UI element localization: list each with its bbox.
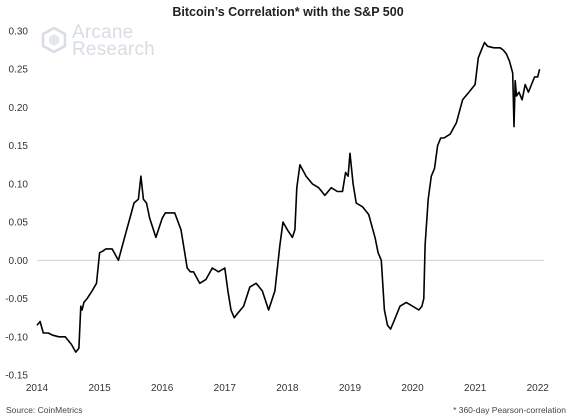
x-tick-label: 2019 — [339, 383, 362, 394]
y-tick-label: -0.05 — [5, 294, 28, 305]
source-note: Source: CoinMetrics — [6, 405, 83, 415]
y-tick-label: -0.10 — [5, 332, 28, 343]
x-tick-label: 2017 — [214, 383, 237, 394]
series-layer — [36, 41, 541, 353]
x-tick-label: 2015 — [88, 383, 111, 394]
chart-title: Bitcoin’s Correlation* with the S&P 500 — [172, 5, 404, 19]
y-axis: -0.15 -0.10 -0.05 0.00 0.05 0.10 0.15 0.20 0.25 0… — [5, 27, 28, 382]
series-line — [36, 41, 541, 353]
x-tick-label: 2016 — [151, 383, 174, 394]
y-tick-label: 0.00 — [9, 256, 29, 267]
x-tick-label: 2020 — [401, 383, 424, 394]
arcane-research-logo: Arcane Research — [40, 22, 170, 62]
x-tick-label: 2022 — [527, 383, 550, 394]
logo-text-arcane: Arcane — [72, 22, 134, 43]
arcane-logo-icon — [41, 26, 67, 54]
y-tick-label: -0.15 — [5, 371, 28, 382]
footnote: * 360-day Pearson-correlation — [453, 405, 566, 415]
y-tick-label: 0.30 — [9, 27, 29, 38]
y-tick-label: 0.25 — [9, 65, 29, 76]
x-tick-label: 2018 — [276, 383, 299, 394]
y-tick-label: 0.05 — [9, 218, 29, 229]
y-tick-label: 0.20 — [9, 103, 29, 114]
y-tick-label: 0.10 — [9, 179, 29, 190]
logo-text-research: Research — [72, 39, 155, 60]
y-tick-label: 0.15 — [9, 141, 29, 152]
x-axis: 2014 2015 2016 2017 2018 2019 2020 2021 2022 — [26, 383, 549, 394]
x-tick-label: 2021 — [464, 383, 487, 394]
x-tick-label: 2014 — [26, 383, 49, 394]
